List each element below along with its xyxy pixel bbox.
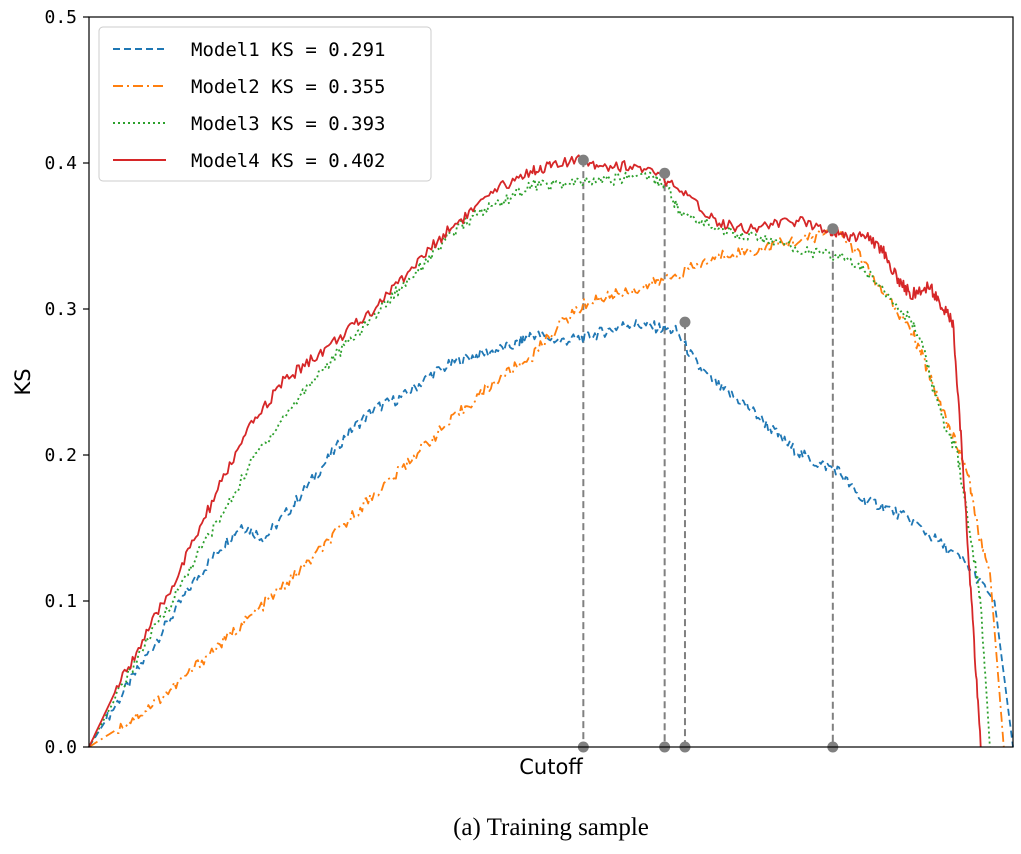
y-tick-label: 0.4 [44, 153, 77, 174]
series-line-model4 [88, 154, 982, 748]
ks-max-point [827, 223, 839, 235]
series-line-model3 [88, 171, 991, 748]
x-axis-label: Cutoff [519, 755, 583, 779]
legend-label-model4: Model4 KS = 0.402 [191, 150, 385, 172]
plot-frame [88, 16, 1014, 748]
y-tick-label: 0.5 [44, 7, 77, 28]
legend: Model1 KS = 0.291 Model2 KS = 0.355 Model3… [98, 26, 432, 182]
y-tick-label: 0.2 [44, 445, 77, 466]
y-tick-label: 0.0 [44, 737, 77, 758]
series-line-model2 [88, 223, 1005, 748]
legend-label-model1: Model1 KS = 0.291 [191, 39, 385, 61]
legend-label-model2: Model2 KS = 0.355 [191, 76, 385, 98]
y-tick-label: 0.1 [44, 591, 77, 612]
y-axis-label: KS [11, 368, 35, 395]
plot-area [88, 154, 1014, 753]
figure-caption: (a) Training sample [453, 814, 649, 841]
y-tick-label: 0.3 [44, 299, 77, 320]
ks-max-point [679, 316, 691, 328]
legend-label-model3: Model3 KS = 0.393 [191, 113, 385, 135]
series-line-model1 [88, 319, 1014, 748]
legend-box [98, 26, 432, 182]
ks-max-point [577, 154, 589, 166]
ks-max-point [659, 167, 671, 179]
y-axis-ticks: 0.0 0.1 0.2 0.3 0.4 0.5 [44, 7, 89, 758]
